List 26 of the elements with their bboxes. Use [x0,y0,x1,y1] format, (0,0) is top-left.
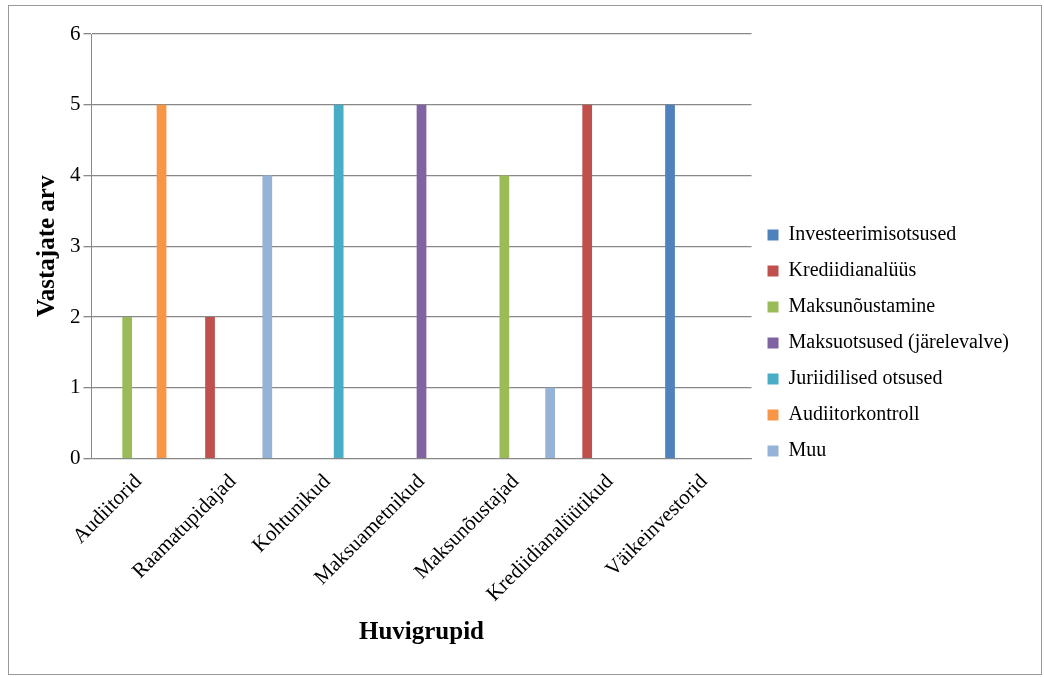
bar [499,175,510,458]
x-axis-title: Huvigrupid [358,617,485,645]
bar [665,104,675,458]
y-tick-label: 3 [70,232,81,257]
legend-label: Investeerimisotsused [788,222,957,245]
bar [262,175,273,458]
y-tick-label: 5 [70,91,81,116]
y-tick-label: 1 [70,374,81,399]
legend-label: Krediidianalüüs [788,258,917,281]
y-axis-title: Vastajate arv [32,175,60,317]
legend-label: Muu [788,438,827,461]
y-tick-label: 0 [70,445,81,470]
bar [205,317,215,458]
legend-label: Maksuotsused (järelevalve) [788,330,1010,354]
y-tick-label: 4 [70,162,81,187]
bar [122,317,133,458]
legend-label: Audiitorkontroll [788,402,921,425]
y-tick-label: 6 [70,20,81,45]
bar [333,104,344,458]
bar [416,104,427,458]
y-tick-label: 2 [70,303,81,328]
legend-label: Maksunõustamine [788,294,936,317]
legend-label: Juriidilised otsused [788,366,943,389]
bar [545,387,556,458]
bar [582,104,593,458]
bar [156,104,167,458]
